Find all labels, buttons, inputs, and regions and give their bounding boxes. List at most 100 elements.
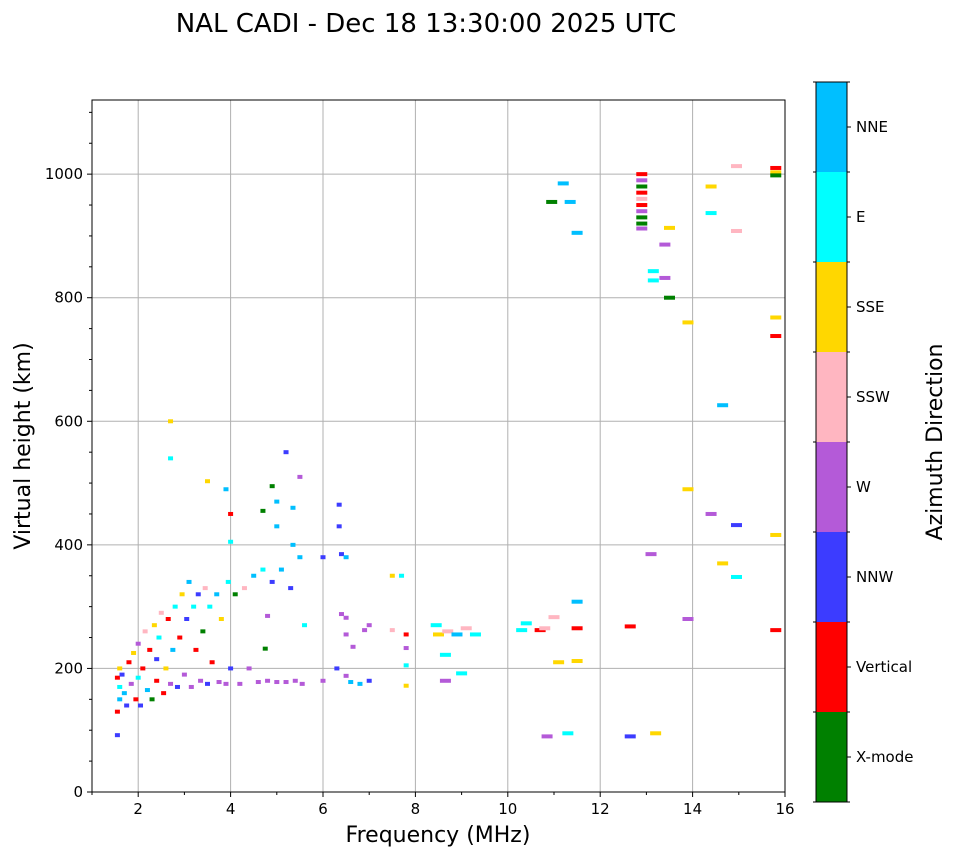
data-point [156,635,162,640]
data-point [228,666,234,671]
data-point [191,604,197,609]
data-point [336,524,342,529]
data-point [636,172,648,177]
data-point [223,681,229,686]
colorbar-label: W [856,478,871,496]
data-point [636,190,648,195]
data-point [214,592,220,597]
data-point [647,278,659,283]
data-point [717,561,729,566]
data-point [770,170,782,175]
data-point [770,173,782,178]
data-point [516,628,528,633]
data-point [288,586,294,591]
data-point [571,626,583,631]
data-point [770,628,782,633]
grid-lines [92,100,785,792]
data-point [433,632,444,637]
data-point [571,230,583,235]
data-point [283,450,289,455]
data-point [117,666,123,671]
data-point [179,592,185,597]
x-axis-label: Frequency (MHz) [346,823,531,848]
colorbar-segment [816,262,847,352]
colorbar-segment [816,352,847,442]
data-point [456,671,468,676]
data-point [403,683,409,688]
data-point [119,672,125,677]
data-point [168,681,174,686]
data-point [133,697,139,702]
data-point [389,573,395,578]
data-point [366,678,372,683]
data-point [198,678,204,683]
data-point [126,660,132,665]
data-point [664,295,675,300]
data-point [251,573,257,578]
y-axis-label: Virtual height (km) [11,342,36,549]
data-point [278,567,284,572]
data-point [460,626,472,631]
data-point [269,484,275,489]
data-point [140,666,146,671]
data-point [128,681,134,686]
data-point [186,579,192,584]
data-point [246,666,252,671]
x-tick-label: 6 [318,800,328,818]
data-point [168,419,174,424]
data-point [362,628,368,633]
data-point [200,629,206,634]
data-point [664,225,675,230]
data-point [292,678,298,683]
data-point [705,211,717,216]
y-tick-label: 200 [54,659,83,677]
data-point [348,680,354,685]
data-point [121,691,127,696]
data-point [343,615,349,620]
data-point [142,629,148,634]
x-tick-label: 2 [133,800,143,818]
colorbar-segment [816,442,847,532]
colorbar-segment [816,532,847,622]
data-point [636,221,648,226]
data-point [205,681,210,686]
data-point [223,487,229,492]
colorbar-label: E [856,208,865,226]
data-point [195,592,201,597]
data-point [403,663,409,668]
colorbar-frame [815,81,848,803]
data-point [730,523,742,528]
data-point [636,215,648,220]
data-point [269,579,275,584]
data-point [539,626,551,631]
data-point [682,487,694,492]
data-point [174,684,180,689]
y-tick-label: 800 [54,289,83,307]
data-point [636,196,648,201]
data-point [170,647,176,652]
colorbar-label: X-mode [856,748,913,766]
data-point [172,604,178,609]
data-point [241,586,247,591]
data-point [320,555,326,560]
data-point [237,681,243,686]
x-tick-label: 10 [498,800,517,818]
data-point [114,675,120,680]
data-point [209,660,215,665]
data-point [546,199,558,204]
data-point [564,199,576,204]
data-point [571,659,583,664]
data-point [469,632,481,637]
data-point [730,228,742,233]
data-point [297,474,303,479]
data-point [770,334,782,339]
data-point [144,688,150,693]
data-point [218,617,224,621]
colorbar-segment [816,82,847,172]
data-point [439,678,451,683]
data-point [274,499,280,504]
data-point [439,652,451,657]
colorbar-label: SSE [856,298,885,316]
data-point [158,610,164,615]
colorbar-label: NNE [856,118,888,136]
